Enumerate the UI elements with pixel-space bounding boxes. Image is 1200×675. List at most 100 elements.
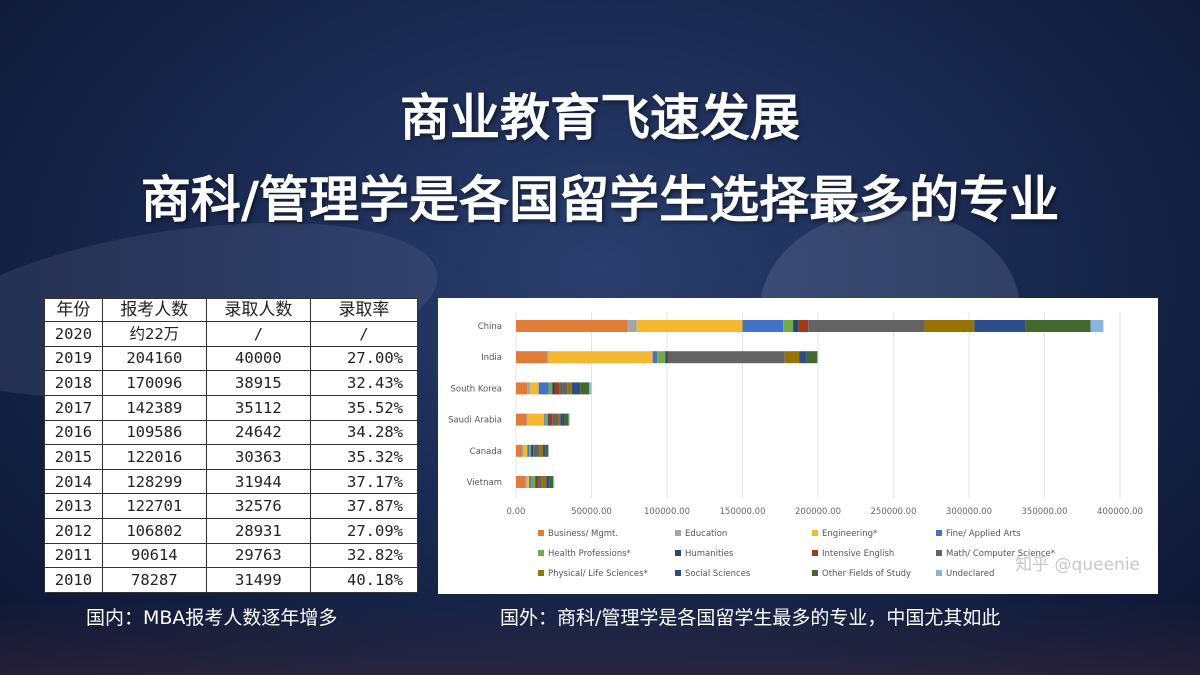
bar-segment xyxy=(560,413,565,426)
x-tick-label: 200000.00 xyxy=(795,507,841,517)
legend-label: Humanities xyxy=(685,549,734,559)
bar-segment xyxy=(808,320,925,332)
bar-segment xyxy=(526,413,528,426)
bar-segment xyxy=(668,351,785,364)
bar-segment xyxy=(974,320,1026,332)
legend-label: Intensive English xyxy=(822,549,894,559)
mba-applicants-table: 年份 报考人数 录取人数 录取率 2020 约22万 //2019 204160 40000 2… xyxy=(44,298,419,593)
bar-segment xyxy=(547,413,549,426)
bar-segment xyxy=(806,351,818,364)
bar-segment xyxy=(924,320,975,332)
caption-international: 国外：商科/管理学是各国留学生最多的专业，中国尤其如此 xyxy=(500,607,1001,629)
bar-segment xyxy=(516,476,526,488)
bar-segment xyxy=(527,444,530,457)
x-tick-label: 100000.00 xyxy=(644,507,690,517)
bar-segment xyxy=(527,382,531,395)
x-tick-label: 300000.00 xyxy=(946,507,992,517)
legend-swatch xyxy=(675,550,681,556)
bar-segment xyxy=(526,476,530,488)
legend-swatch xyxy=(936,530,942,536)
bar-segment xyxy=(559,382,568,395)
bar-segment xyxy=(545,444,549,457)
bar-segment xyxy=(529,444,532,457)
legend-label: Engineering* xyxy=(822,529,877,539)
table-cell: 31499 xyxy=(205,567,311,593)
bar-segment xyxy=(657,351,666,364)
bar-segment xyxy=(535,476,537,488)
x-tick-label: 400000.00 xyxy=(1097,507,1143,517)
bar-segment xyxy=(516,382,528,395)
bar-segment xyxy=(798,320,809,332)
bar-segment xyxy=(536,476,539,488)
bar-segment xyxy=(580,382,590,395)
bar-segment xyxy=(1090,320,1104,332)
bar-segment xyxy=(549,476,554,488)
bar-segment xyxy=(516,413,527,426)
bar-segment xyxy=(571,382,581,395)
table-cell: 2018 xyxy=(44,370,103,396)
legend-swatch xyxy=(675,570,681,576)
legend-swatch xyxy=(812,570,818,576)
bar-segment xyxy=(538,476,542,488)
legend-swatch xyxy=(538,530,544,536)
legend-swatch xyxy=(936,550,942,556)
category-label: China xyxy=(478,322,502,332)
bar-segment xyxy=(554,382,560,395)
table-header-cell: 年份 xyxy=(44,298,103,322)
table-cell: 2019 xyxy=(44,345,103,372)
bar-segment xyxy=(636,320,743,332)
watermark: 知乎 @queenie xyxy=(1015,555,1140,575)
bar-segment xyxy=(539,444,543,457)
table-row: 2014 128299 31944 37.17% xyxy=(44,468,419,495)
bar-segment xyxy=(589,382,592,395)
table-row: 2020 约22万 / / xyxy=(44,321,419,347)
table-cell: 28931 xyxy=(205,518,311,544)
bar-segment xyxy=(557,413,561,426)
bar-segment xyxy=(531,444,534,457)
caption-domestic: 国内：MBA报考人数逐年增多 xyxy=(86,607,338,629)
table-cell: 35112 xyxy=(205,394,311,421)
bar-segment xyxy=(665,351,667,364)
table-header-cell: 录取人数 xyxy=(205,298,311,322)
table-row: 2011 90614 29763 32.82% xyxy=(44,542,419,569)
bar-segment xyxy=(527,413,545,426)
background-shape xyxy=(0,600,1200,675)
table-cell: 27.09% xyxy=(309,518,419,544)
legend-label: Physical/ Life Sciences* xyxy=(548,569,648,579)
table-cell: 35.52% xyxy=(309,394,419,421)
legend-swatch xyxy=(812,550,818,556)
bar-segment xyxy=(516,320,628,332)
table-cell: 170096 xyxy=(101,370,207,396)
table-row: 2017 142389 35112 35.52% xyxy=(44,394,419,421)
bar-segment xyxy=(544,413,546,426)
table-cell: / xyxy=(205,321,311,347)
bar-segment xyxy=(552,382,555,395)
table-header-cell: 报考人数 xyxy=(101,298,207,322)
category-label: Canada xyxy=(470,447,502,457)
table-header-row: 年份 报考人数 录取人数 录取率 xyxy=(44,298,419,322)
bar-segment xyxy=(627,320,637,332)
bar-segment xyxy=(523,444,528,457)
category-label: India xyxy=(481,353,502,363)
bar-segment xyxy=(667,351,669,364)
legend-label: Undeclared xyxy=(946,569,994,579)
bar-segment xyxy=(548,382,553,395)
bar-segment xyxy=(516,351,547,364)
table-row: 2016 109586 24642 34.28% xyxy=(44,419,419,446)
bar-segment xyxy=(538,382,549,395)
category-label: Vietnam xyxy=(467,478,502,488)
legend-label: Social Sciences xyxy=(685,569,751,579)
x-tick-label: 250000.00 xyxy=(871,507,917,517)
table-cell: 2015 xyxy=(44,444,103,470)
x-tick-label: 50000.00 xyxy=(571,507,612,517)
bar-segment xyxy=(516,444,523,457)
category-label: South Korea xyxy=(450,384,502,394)
bar-segment xyxy=(529,476,531,488)
table-cell: 78287 xyxy=(101,567,207,593)
bar-segment xyxy=(522,444,524,457)
bar-segment xyxy=(567,382,572,395)
table-cell: 30363 xyxy=(205,444,311,470)
bar-segment xyxy=(553,476,555,488)
table-cell: 106802 xyxy=(101,518,207,544)
table-row: 2013 122701 32576 37.87% xyxy=(44,493,419,519)
